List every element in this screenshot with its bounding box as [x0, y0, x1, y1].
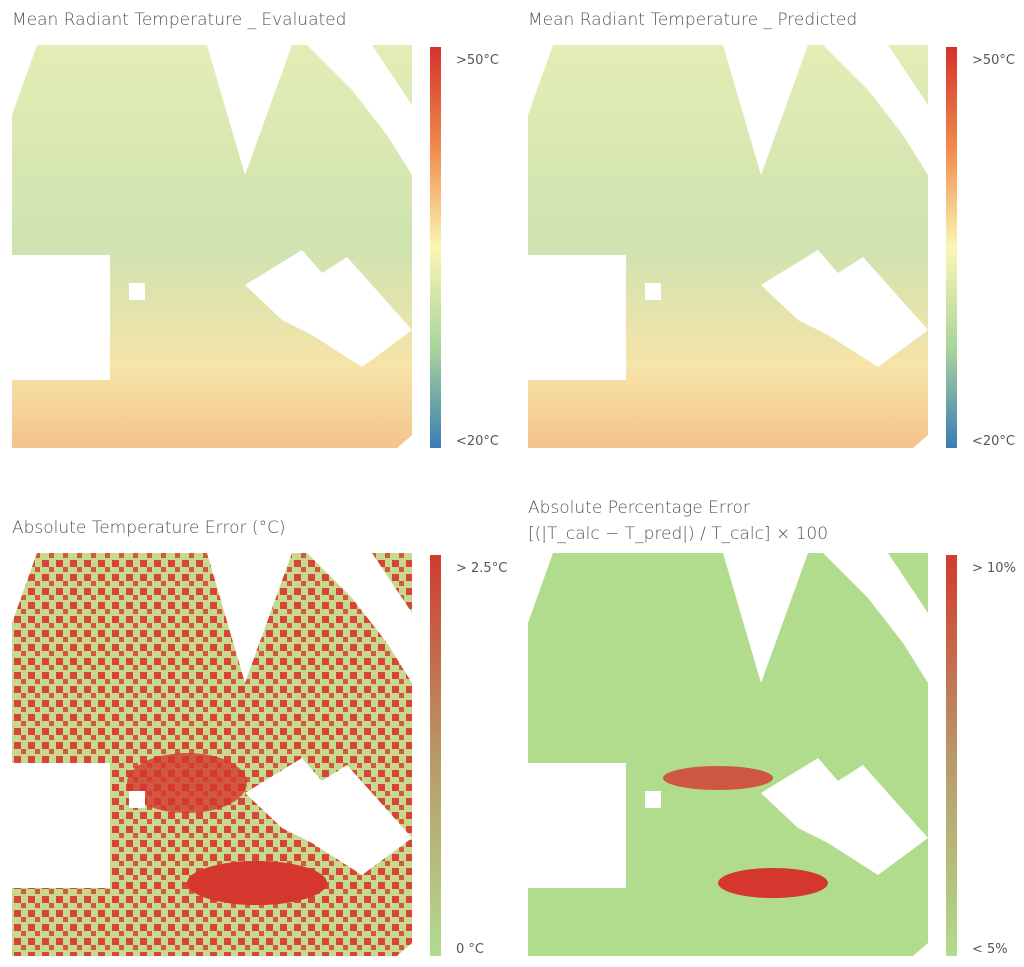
colorbar-min-label: <20°C [456, 434, 499, 449]
error-hotspot [127, 753, 247, 813]
colorbar-max-label: > 2.5°C [456, 561, 507, 576]
panel-title: Absolute Percentage Error [528, 498, 750, 518]
panel: Absolute Temperature Error (°C) > 2.5°C 0 … [12, 518, 507, 957]
error-hotspot [663, 766, 773, 790]
colorbar-max-label: >50°C [456, 53, 499, 68]
panel-title: Mean Radiant Temperature _ Evaluated [12, 10, 346, 30]
colorbar-min-label: < 5% [972, 942, 1008, 957]
colorbar [430, 47, 441, 448]
colorbar-max-label: > 10% [972, 561, 1016, 576]
panel: Absolute Percentage Error [(|T_calc − T_p… [528, 498, 1016, 957]
colorbar [430, 555, 441, 956]
colorbar [946, 47, 957, 448]
colorbar-min-label: <20°C [972, 434, 1015, 449]
colorbar-min-label: 0 °C [456, 942, 484, 957]
error-hotspot [187, 861, 327, 905]
colorbar-max-label: >50°C [972, 53, 1015, 68]
error-hotspot [718, 868, 828, 898]
panel-title: Absolute Temperature Error (°C) [12, 518, 286, 538]
panel-subtitle: [(|T_calc − T_pred|) / T_calc] × 100 [528, 524, 828, 544]
panel-title: Mean Radiant Temperature _ Predicted [528, 10, 857, 30]
colorbar [946, 555, 957, 956]
panel: Mean Radiant Temperature _ Predicted >50°… [528, 10, 1015, 449]
panels: Mean Radiant Temperature _ Evaluated >50°… [12, 10, 1016, 957]
panel: Mean Radiant Temperature _ Evaluated >50°… [12, 10, 499, 449]
